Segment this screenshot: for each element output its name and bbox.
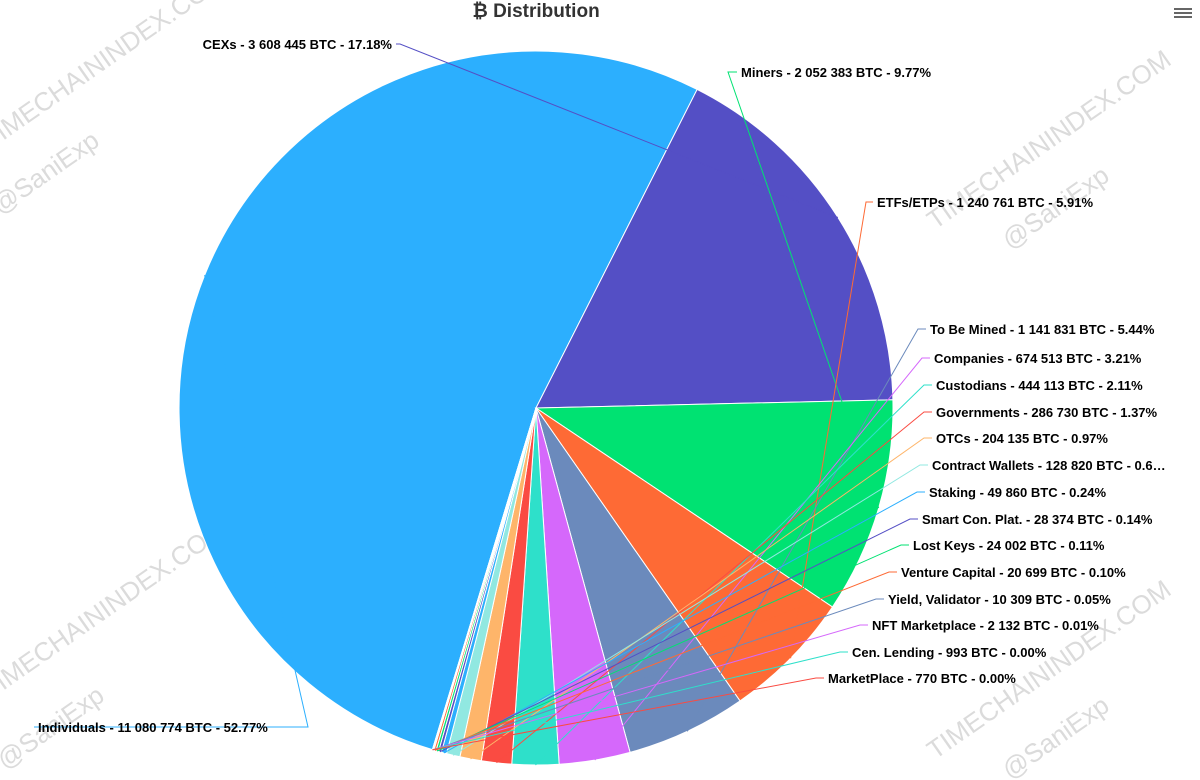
data-label: OTCs - 204 135 BTC - 0.97% (936, 431, 1108, 446)
connector-line (436, 544, 909, 752)
data-label: ETFs/ETPs - 1 240 761 BTC - 5.91% (877, 195, 1093, 210)
data-label: Cen. Lending - 993 BTC - 0.00% (852, 645, 1047, 660)
connector-line (686, 328, 926, 732)
data-label: Custodians - 444 113 BTC - 2.11% (936, 378, 1143, 393)
connector-line (470, 437, 932, 760)
connector-line (432, 651, 848, 751)
connector-line (535, 384, 932, 766)
watermark-text: TIMECHAININDEX.COM (0, 0, 231, 155)
data-label: Miners - 2 052 383 BTC - 9.77% (741, 65, 931, 80)
chart-title: ₿ Distribution (472, 1, 599, 22)
connector-line (443, 491, 925, 754)
connector-line (727, 71, 880, 509)
connector-line (594, 357, 930, 761)
data-label: Contract Wallets - 128 820 BTC - 0.6… (932, 458, 1166, 473)
data-label: Individuals - 11 080 774 BTC - 52.77% (38, 720, 268, 735)
data-label: NFT Marketplace - 2 132 BTC - 0.01% (872, 618, 1099, 633)
data-label: Yield, Validator - 10 309 BTC - 0.05% (888, 592, 1111, 607)
connector-line (432, 677, 824, 751)
data-label: CEXs - 3 608 445 BTC - 17.18% (203, 37, 393, 52)
data-label: Companies - 674 513 BTC - 3.21% (934, 351, 1142, 366)
data-label: Lost Keys - 24 002 BTC - 0.11% (913, 538, 1105, 553)
connector-line (452, 464, 928, 756)
connector-line (432, 624, 868, 751)
data-labels: Individuals - 11 080 774 BTC - 52.77% CEX… (38, 37, 1166, 735)
connector-line (439, 518, 918, 753)
connector-line (790, 201, 873, 659)
data-label: Venture Capital - 20 699 BTC - 0.10% (901, 565, 1126, 580)
hamburger-menu-icon[interactable] (1174, 6, 1192, 22)
connector-line (34, 274, 309, 728)
data-label: To Be Mined - 1 141 831 BTC - 5.44% (930, 322, 1155, 337)
connector-line (434, 571, 897, 751)
data-label: Staking - 49 860 BTC - 0.24% (929, 485, 1106, 500)
label-connectors (34, 43, 932, 766)
data-label: Governments - 286 730 BTC - 1.37% (936, 405, 1158, 420)
data-label: Smart Con. Plat. - 28 374 BTC - 0.14% (922, 512, 1153, 527)
data-label: MarketPlace - 770 BTC - 0.00% (828, 671, 1016, 686)
pie-slice-cexs[interactable] (535, 88, 894, 409)
connector-line (433, 598, 884, 751)
watermark-text: TIMECHAININDEX.COM (0, 514, 231, 705)
connector-line (396, 43, 839, 218)
pie-slices (178, 50, 894, 766)
